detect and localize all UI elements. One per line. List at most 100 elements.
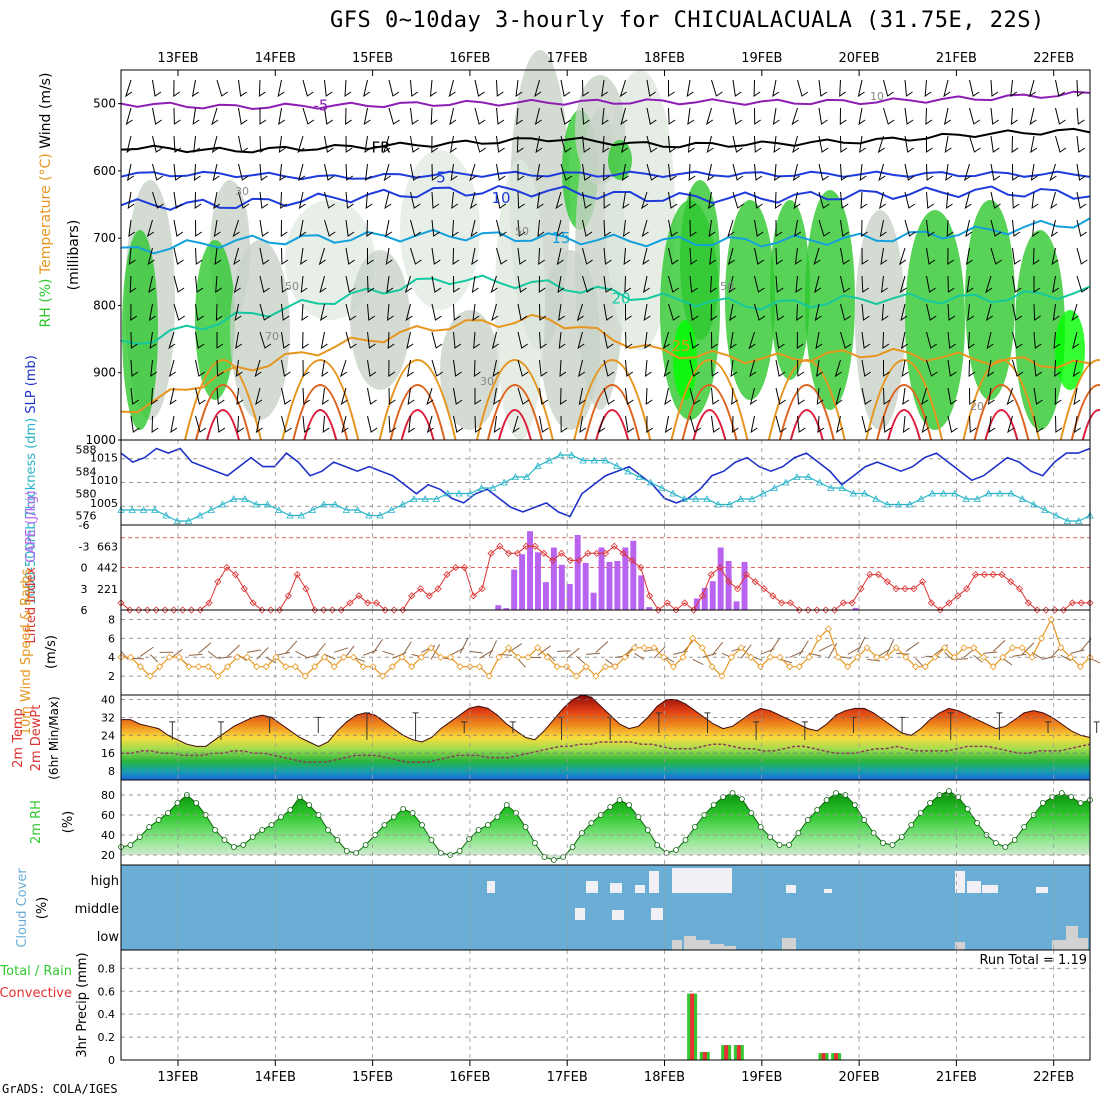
wind-barb — [491, 303, 499, 322]
wind-barb — [345, 275, 356, 293]
lifted-point — [698, 592, 706, 600]
wind-barb — [471, 247, 479, 266]
warm-contour — [865, 359, 944, 441]
lifted-point — [954, 592, 962, 600]
wind-barb — [450, 163, 458, 182]
lifted-point — [628, 556, 636, 564]
rh-point — [146, 824, 153, 830]
contour-label: 10 — [491, 189, 510, 207]
minmax-whisker — [899, 716, 906, 734]
wind-barb — [814, 303, 822, 322]
axis-label-segment: (millibars) — [66, 220, 82, 291]
lifted-point — [566, 556, 574, 564]
wind-barb — [233, 275, 241, 294]
wind-barb — [926, 303, 937, 321]
wind-barb — [168, 359, 176, 378]
wind-barb — [920, 387, 929, 406]
precip-total-label: Total / Rain — [0, 964, 72, 979]
wind-barb-10m — [576, 655, 586, 664]
lifted-point — [1024, 599, 1032, 607]
wind-barb — [1012, 275, 1022, 293]
wind-barb — [234, 303, 242, 322]
thickness-point — [477, 484, 486, 491]
lifted-point — [549, 556, 557, 564]
wind-barb — [345, 219, 355, 237]
wind-barb — [302, 415, 311, 433]
warm-contour — [681, 384, 738, 441]
wind-barb — [469, 191, 477, 210]
wind-barb — [1055, 107, 1066, 125]
rh-point — [851, 802, 858, 808]
wind-speed-point — [543, 653, 551, 661]
rh-point — [259, 827, 266, 833]
wind-speed-point — [747, 653, 755, 661]
wind-barb — [496, 163, 506, 181]
lifted-point — [804, 606, 812, 614]
lifted-point — [258, 606, 266, 614]
wind-barb — [968, 359, 976, 377]
lifted-point — [311, 606, 319, 614]
wind-barb — [130, 303, 138, 321]
lifted-point — [452, 563, 460, 572]
warm-contour — [400, 409, 435, 441]
wind-barb — [709, 247, 717, 266]
wind-barb — [754, 247, 765, 265]
wind-barb — [969, 415, 977, 433]
wind-barb — [818, 79, 828, 97]
minmax-whisker — [655, 712, 662, 734]
minmax-ylabel: (6hr Min/Max) — [47, 696, 61, 780]
thickness-point — [1018, 495, 1027, 502]
wind-barb — [859, 135, 866, 154]
wind-speed-point — [882, 653, 891, 661]
rh-tick: 60 — [101, 809, 115, 822]
lifted-tick: 3 — [81, 583, 88, 596]
rh-point — [644, 827, 651, 833]
rh-contour-label: 70 — [265, 330, 279, 343]
wind-barb-10m — [517, 658, 526, 668]
wind-barb — [904, 191, 916, 209]
thickness-point — [590, 456, 598, 464]
wind-barb — [1076, 79, 1084, 97]
wind-speed-point — [185, 663, 193, 671]
wind-barb — [388, 359, 396, 377]
wind-barb — [470, 219, 478, 238]
thickness-point — [906, 500, 914, 508]
credit-label: GrADS: COLA/IGES — [2, 1082, 118, 1096]
wind-barb — [279, 163, 287, 181]
wind-barb — [259, 163, 268, 181]
wind-speed-point — [1028, 653, 1036, 661]
wind-barb — [367, 415, 378, 433]
wind-barb — [535, 135, 543, 154]
thickness-point — [331, 500, 339, 508]
wind-barb — [516, 107, 523, 125]
date-label-bottom: 17FEB — [547, 1070, 588, 1085]
rh-point — [165, 810, 171, 816]
wind-barb — [840, 191, 849, 209]
lifted-point — [1042, 606, 1050, 614]
wind-barb — [517, 359, 529, 377]
wind-barb — [603, 387, 615, 405]
wind-barb — [236, 387, 244, 405]
wind-barb — [471, 275, 479, 294]
wind-barb-10m — [334, 647, 349, 653]
wind-barb — [578, 387, 586, 406]
wind-barb — [883, 360, 890, 377]
wind-barb-10m — [992, 639, 1006, 652]
wind-barb — [943, 79, 951, 98]
wind-barb — [539, 387, 549, 405]
low-cloud — [1052, 940, 1066, 950]
rh-point — [437, 850, 444, 856]
date-label-bottom: 15FEB — [352, 1070, 393, 1085]
rh-point — [908, 822, 915, 828]
wind-barb — [128, 219, 136, 238]
wind-barb — [840, 275, 851, 293]
wind-barb — [901, 359, 909, 378]
lifted-point — [963, 585, 971, 593]
wind-barb — [797, 79, 809, 97]
wind-barb — [1006, 387, 1014, 406]
wind-barb — [539, 359, 548, 377]
wind-barb — [345, 331, 357, 349]
warm-contour — [767, 359, 846, 441]
date-label-top: 21FEB — [936, 51, 977, 66]
wind-barb — [496, 79, 504, 97]
